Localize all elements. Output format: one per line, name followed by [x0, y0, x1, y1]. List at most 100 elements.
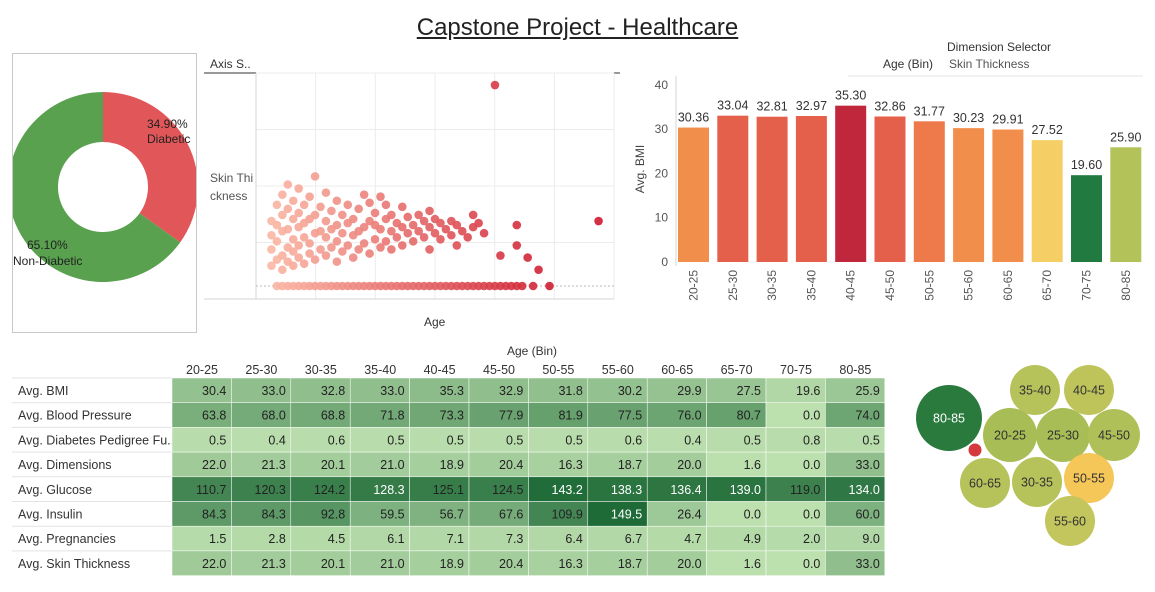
heatmap-row-label: Avg. Pregnancies	[18, 532, 116, 546]
scatter-point	[338, 228, 347, 238]
heatmap-cell-value: 20.1	[321, 557, 345, 571]
scatter-point	[468, 210, 478, 220]
bar-x-tick: 80-85	[1119, 270, 1133, 301]
heatmap-cell-value: 33.0	[261, 384, 285, 398]
heatmap-cell	[646, 550, 707, 576]
heatmap-cell	[349, 377, 410, 403]
scatter-point	[397, 222, 407, 232]
heatmap-cell-value: 30.2	[618, 384, 642, 398]
scatter-point	[387, 226, 396, 236]
heatmap-cell-value: 128.3	[373, 483, 404, 497]
scatter-point	[365, 198, 374, 208]
scatter-point	[403, 228, 413, 238]
bar-x-tick: 40-45	[844, 270, 858, 301]
heatmap-cell	[468, 550, 529, 576]
heatmap-cell	[646, 451, 707, 478]
heatmap-cell	[646, 427, 707, 453]
scatter-point	[288, 196, 298, 206]
scatter-point	[321, 232, 331, 242]
heatmap-cell-value: 22.0	[202, 557, 226, 571]
scatter-y-label-2: ckness	[210, 189, 247, 203]
heatmap-cell	[468, 451, 529, 478]
heatmap-cell	[587, 525, 648, 552]
heatmap-cell-value: 124.5	[492, 483, 523, 497]
heatmap-cell-value: 16.3	[558, 458, 582, 472]
heatmap-cell	[231, 550, 292, 576]
scatter-point	[272, 220, 282, 230]
scatter-point	[594, 216, 603, 226]
heatmap-cell	[825, 402, 886, 428]
bar-20-25	[678, 127, 709, 262]
heatmap-cell-value: 125.1	[433, 483, 464, 497]
heatmap-cell-value: 73.3	[440, 409, 464, 423]
heatmap-cell	[646, 377, 707, 403]
heatmap-cell-value: 138.3	[611, 483, 642, 497]
bar-x-tick: 50-55	[922, 270, 936, 301]
heatmap-cell-value: 0.6	[625, 433, 642, 447]
heatmap-cell	[528, 451, 589, 478]
scatter-point	[425, 222, 434, 232]
heatmap-column-header: 45-50	[483, 363, 515, 377]
bar-value-label: 35.30	[835, 89, 866, 103]
scatter-point	[348, 214, 358, 224]
heatmap-cell-value: 0.4	[268, 433, 285, 447]
heatmap-cell-value: 33.0	[855, 557, 879, 571]
heatmap-cell	[706, 377, 767, 403]
heatmap-cell	[706, 451, 767, 478]
heatmap-cell-value: 21.0	[380, 557, 404, 571]
heatmap-column-header: 55-60	[602, 363, 634, 377]
bar-value-label: 27.52	[1032, 123, 1063, 137]
heatmap-cell-value: 63.8	[202, 409, 226, 423]
heatmap-cell	[231, 525, 292, 552]
heatmap-cell-value: 26.4	[677, 508, 701, 522]
heatmap-row-label: Avg. Skin Thickness	[18, 557, 130, 571]
heatmap-cell-value: 0.5	[565, 433, 582, 447]
heatmap-cell-value: 32.9	[499, 384, 523, 398]
scatter-point	[370, 208, 380, 218]
scatter-point	[359, 239, 369, 248]
bar-value-label: 32.81	[756, 100, 787, 114]
bubble-label: 25-30	[1047, 429, 1079, 443]
bar-30-35	[756, 116, 788, 262]
bar-x-axis-title: Age (Bin)	[883, 57, 933, 71]
heatmap-cell-value: 7.3	[506, 532, 523, 546]
heatmap-cell-value: 9.0	[862, 532, 879, 546]
heatmap-cell	[587, 501, 648, 527]
scatter-point	[354, 204, 363, 214]
heatmap-cell-value: 0.0	[803, 508, 820, 522]
heatmap-cell	[646, 525, 707, 552]
scatter-point	[463, 232, 473, 242]
bar-45-50	[874, 116, 906, 262]
scatter-point	[441, 224, 451, 234]
heatmap-column-title: Age (Bin)	[507, 344, 557, 358]
bar-chart-panel: Age (Bin) 0 10 20 30 40 Avg. BMI 30.36 20-25 33.0…	[628, 36, 1148, 306]
dimension-selector-value[interactable]: Skin Thickness	[949, 57, 1030, 71]
scatter-point	[288, 214, 298, 224]
bubble-35-40	[1010, 365, 1060, 415]
heatmap-cell	[765, 501, 826, 527]
heatmap-cell	[825, 525, 886, 552]
heatmap-cell	[587, 377, 648, 403]
scatter-point	[419, 232, 429, 242]
heatmap-column-header: 65-70	[721, 363, 753, 377]
bubble-80-85	[916, 385, 982, 451]
heatmap-cell-value: 134.0	[849, 483, 880, 497]
heatmap-cell-value: 18.7	[618, 458, 642, 472]
heatmap-cell	[231, 427, 292, 453]
heatmap-cell	[765, 377, 826, 403]
bar-x-tick: 20-25	[687, 270, 701, 301]
heatmap-cell	[765, 427, 826, 453]
heatmap-row-label: Avg. Glucose	[18, 483, 92, 497]
scatter-point	[397, 241, 407, 250]
scatter-point	[327, 206, 336, 216]
bar-65-70	[1031, 140, 1063, 262]
scatter-point	[414, 210, 423, 220]
heatmap-column-header: 20-25	[186, 363, 218, 377]
scatter-point	[332, 196, 342, 206]
heatmap-table: Age (Bin) 20-25 25-30 30-35 35-40 40-45 45-50 5…	[12, 344, 886, 576]
bar-50-55	[913, 121, 945, 262]
scatter-point	[354, 245, 363, 254]
heatmap-column-header: 30-35	[305, 363, 337, 377]
bar-y-tick: 10	[655, 211, 669, 225]
heatmap-cell-value: 0.0	[803, 409, 820, 423]
